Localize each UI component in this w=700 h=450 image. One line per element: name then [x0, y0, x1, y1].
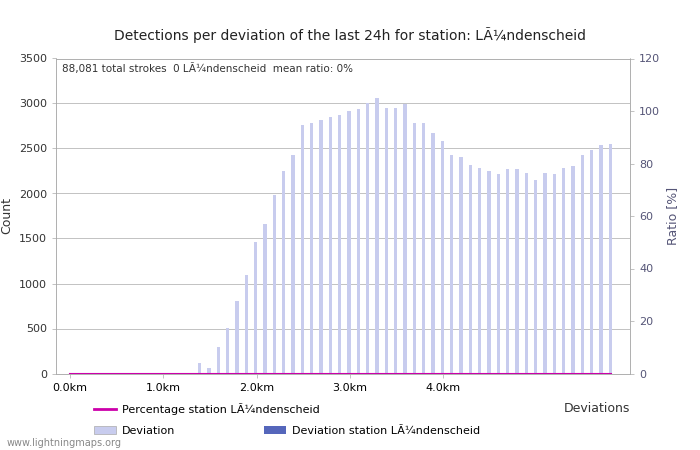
Legend: Percentage station LÃ¼ndenscheid: Percentage station LÃ¼ndenscheid [90, 399, 324, 420]
Bar [394, 108, 398, 374]
Bar [235, 301, 239, 374]
Bar [580, 155, 584, 374]
Bar [571, 166, 575, 374]
Bar [608, 144, 612, 374]
Bar [263, 224, 267, 374]
Bar [244, 274, 248, 374]
Bar [328, 117, 332, 374]
Bar [347, 111, 351, 374]
Bar [562, 168, 566, 374]
Bar [282, 171, 286, 374]
Bar [338, 115, 342, 373]
Bar [403, 104, 407, 374]
Text: Deviations: Deviations [564, 402, 630, 415]
Bar [375, 98, 379, 374]
Bar [254, 242, 258, 374]
Bar [524, 173, 528, 374]
Text: 88,081 total strokes  0 LÃ¼ndenscheid  mean ratio: 0%: 88,081 total strokes 0 LÃ¼ndenscheid mea… [62, 63, 353, 74]
Bar [412, 123, 416, 374]
Bar [291, 155, 295, 374]
Bar [310, 123, 314, 374]
Y-axis label: Count: Count [0, 198, 13, 234]
Bar [366, 104, 370, 374]
Bar [543, 173, 547, 374]
Bar [272, 195, 276, 374]
Bar [552, 174, 556, 374]
Bar [198, 363, 202, 374]
Bar [450, 155, 454, 374]
Bar [459, 158, 463, 374]
Text: www.lightningmaps.org: www.lightningmaps.org [7, 438, 122, 448]
Bar [478, 168, 482, 374]
Bar [356, 109, 360, 373]
Legend: Deviation, Deviation station LÃ¼ndenscheid: Deviation, Deviation station LÃ¼ndensche… [90, 421, 484, 440]
Bar [440, 141, 444, 374]
Bar [384, 108, 388, 374]
Y-axis label: Ratio [%]: Ratio [%] [666, 187, 679, 245]
Bar [226, 328, 230, 373]
Text: Detections per deviation of the last 24h for station: LÃ¼ndenscheid: Detections per deviation of the last 24h… [114, 27, 586, 43]
Bar [515, 169, 519, 374]
Bar [207, 368, 211, 373]
Bar [468, 165, 472, 374]
Bar [599, 145, 603, 374]
Bar [534, 180, 538, 374]
Bar [431, 133, 435, 374]
Bar [487, 171, 491, 374]
Bar [496, 174, 500, 374]
Bar [422, 123, 426, 374]
Bar [300, 125, 304, 374]
Bar [319, 120, 323, 374]
Bar [216, 346, 220, 374]
Bar [590, 150, 594, 374]
Bar [506, 169, 510, 374]
